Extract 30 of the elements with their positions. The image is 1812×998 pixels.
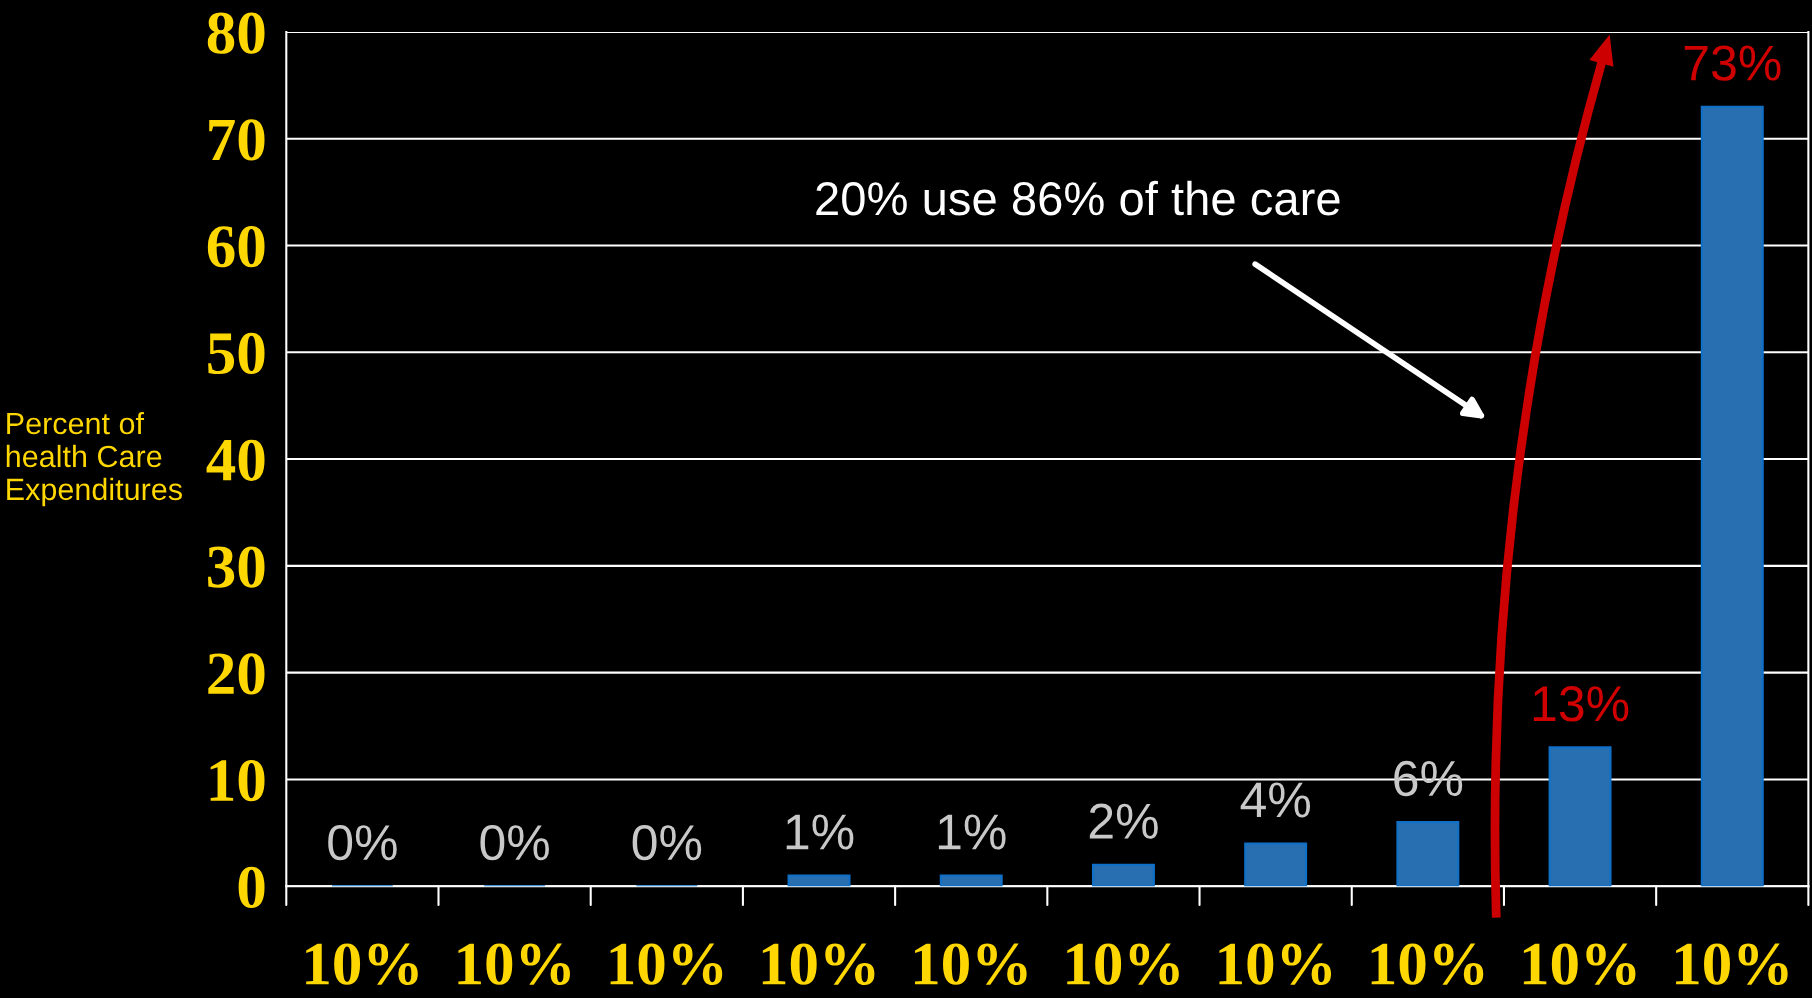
x-tick-label: 10% [1371, 943, 1484, 985]
x-tick-label: 10% [1067, 943, 1179, 985]
x-tick-label: 10% [762, 943, 875, 985]
x-tick-label: 10% [1523, 943, 1636, 985]
data-label: 0% [632, 824, 702, 861]
y-tick-label: 80 [207, 12, 265, 54]
data-label: 4% [1240, 782, 1310, 818]
data-label: 0% [480, 824, 549, 861]
y-tick-label: 0 [238, 866, 265, 909]
x-tick-label: 10% [458, 943, 570, 985]
y-tick-label: 40 [206, 439, 265, 481]
data-label: 2% [1089, 803, 1158, 839]
y-tick-label: 20 [208, 653, 265, 695]
data-label: 1% [938, 814, 1006, 850]
annotation: 20% use 86% of the care [816, 180, 1340, 216]
y-tick-label: 10 [210, 760, 265, 802]
x-tick-label: 10% [306, 943, 418, 985]
x-tick-label: 10% [915, 943, 1027, 985]
data-label: 0% [328, 824, 397, 861]
data-label: 73% [1684, 45, 1781, 81]
y-axis-title: Percent of health Care Expenditures [6, 411, 182, 507]
y-tick-label: 70 [209, 119, 265, 161]
x-tick-label: 10% [1676, 943, 1788, 985]
data-label: 1% [786, 814, 854, 850]
data-label: 13% [1533, 686, 1629, 722]
x-tick-label: 10% [1219, 943, 1332, 985]
y-tick-label: 30 [208, 546, 265, 588]
y-tick-label: 60 [207, 226, 265, 268]
y-tick-label: 50 [208, 332, 265, 375]
x-tick-label: 10% [610, 943, 723, 985]
